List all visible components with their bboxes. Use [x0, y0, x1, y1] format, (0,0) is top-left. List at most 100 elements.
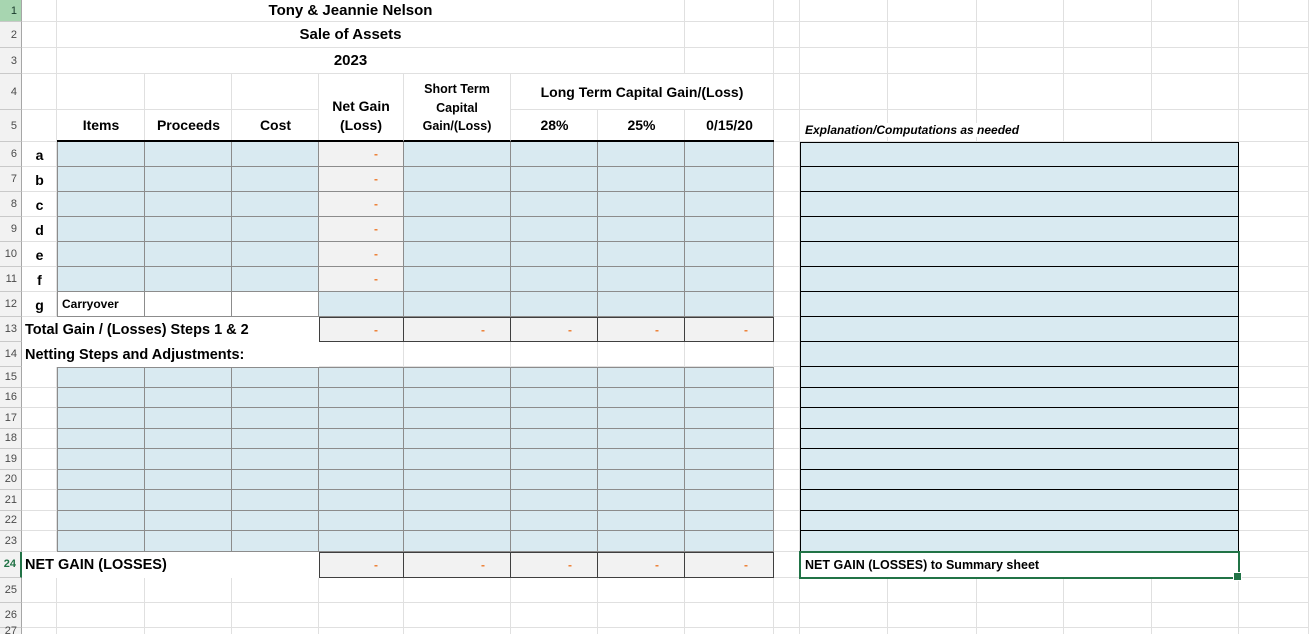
sheet-cell[interactable] — [1152, 48, 1239, 74]
sheet-cell[interactable] — [977, 74, 1064, 110]
input-cell[interactable] — [598, 469, 685, 490]
input-cell[interactable] — [404, 408, 511, 429]
row-label-f[interactable]: f — [37, 271, 42, 288]
sheet-cell[interactable] — [685, 627, 774, 634]
sheet-cell[interactable] — [800, 48, 888, 74]
sheet-cell[interactable] — [774, 510, 800, 531]
input-cell[interactable] — [404, 242, 511, 267]
row-header-5[interactable]: 5 — [0, 110, 22, 142]
input-cell[interactable] — [685, 292, 774, 317]
sheet-cell[interactable] — [511, 577, 598, 603]
input-cell[interactable] — [511, 387, 598, 408]
input-cell[interactable] — [404, 510, 511, 531]
sheet-cell[interactable] — [1239, 490, 1309, 511]
input-cell[interactable] — [145, 428, 232, 449]
input-cell[interactable] — [598, 267, 685, 292]
input-cell[interactable] — [57, 267, 145, 292]
sheet-cell[interactable] — [774, 217, 800, 242]
input-cell[interactable] — [685, 387, 774, 408]
sheet-cell[interactable] — [22, 627, 57, 634]
input-cell[interactable] — [598, 490, 685, 511]
sheet-cell[interactable] — [404, 342, 511, 367]
sheet-cell[interactable] — [977, 627, 1064, 634]
input-cell[interactable] — [511, 367, 598, 388]
input-cell[interactable] — [685, 469, 774, 490]
row-header-19[interactable]: 19 — [0, 449, 22, 470]
selected-cell-summary-note[interactable]: NET GAIN (LOSSES) to Summary sheet — [799, 550, 1242, 581]
sheet-cell[interactable] — [57, 627, 145, 634]
input-cell[interactable] — [598, 510, 685, 531]
row-header-9[interactable]: 9 — [0, 217, 22, 242]
sheet-cell[interactable] — [232, 577, 319, 603]
input-cell[interactable] — [404, 449, 511, 470]
input-cell[interactable] — [57, 531, 145, 552]
input-cell[interactable] — [404, 490, 511, 511]
sheet-cell[interactable] — [598, 577, 685, 603]
row-header-6[interactable]: 6 — [0, 142, 22, 167]
row-header-21[interactable]: 21 — [0, 490, 22, 511]
input-cell[interactable] — [511, 531, 598, 552]
sheet-cell[interactable] — [1064, 22, 1152, 48]
column-header-items[interactable]: Items — [57, 110, 145, 142]
sheet-cell[interactable] — [800, 74, 888, 110]
row-header-10[interactable]: 10 — [0, 242, 22, 267]
input-cell[interactable] — [232, 292, 319, 317]
input-cell[interactable] — [232, 449, 319, 470]
sheet-cell[interactable] — [57, 602, 145, 628]
input-cell[interactable] — [232, 142, 319, 167]
sheet-cell[interactable] — [511, 342, 598, 367]
input-cell[interactable] — [319, 490, 404, 511]
sheet-cell[interactable] — [1239, 428, 1309, 449]
sheet-cell[interactable] — [319, 627, 404, 634]
input-cell[interactable] — [598, 217, 685, 242]
sheet-cell[interactable] — [1239, 242, 1309, 267]
input-cell[interactable] — [232, 531, 319, 552]
input-cell[interactable] — [57, 387, 145, 408]
sheet-cell[interactable] — [800, 0, 888, 22]
explanation-cell[interactable] — [800, 342, 1239, 367]
sheet-cell[interactable] — [1152, 0, 1239, 22]
zero-value-cell[interactable]: - — [319, 242, 404, 267]
sheet-cell[interactable] — [774, 469, 800, 490]
sheet-cell[interactable] — [1152, 577, 1239, 603]
sheet-cell[interactable] — [774, 22, 800, 48]
sheet-cell[interactable] — [145, 577, 232, 603]
input-cell[interactable] — [598, 428, 685, 449]
sheet-cell[interactable] — [888, 627, 977, 634]
input-cell[interactable] — [145, 490, 232, 511]
row-header-1[interactable]: 1 — [0, 0, 22, 22]
sheet-cell[interactable] — [888, 0, 977, 22]
column-header-28pct[interactable]: 28% — [511, 110, 598, 142]
sheet-cell[interactable] — [22, 510, 57, 531]
sheet-cell[interactable] — [685, 48, 774, 74]
sheet-cell[interactable] — [888, 577, 977, 603]
row-header-3[interactable]: 3 — [0, 48, 22, 74]
sheet-cell[interactable] — [22, 602, 57, 628]
input-cell[interactable] — [319, 510, 404, 531]
input-cell[interactable] — [145, 167, 232, 192]
sheet-cell[interactable] — [1064, 627, 1152, 634]
sheet-cell[interactable] — [1152, 22, 1239, 48]
input-cell[interactable] — [511, 510, 598, 531]
input-cell[interactable] — [511, 192, 598, 217]
input-cell[interactable] — [598, 449, 685, 470]
sheet-cell[interactable] — [22, 142, 57, 167]
input-cell[interactable] — [145, 449, 232, 470]
input-cell[interactable] — [404, 367, 511, 388]
sheet-cell[interactable] — [1239, 469, 1309, 490]
row-label-e[interactable]: e — [35, 246, 44, 263]
sheet-cell[interactable] — [22, 387, 57, 408]
input-cell[interactable] — [57, 167, 145, 192]
sheet-cell[interactable] — [774, 490, 800, 511]
explanation-cell[interactable] — [800, 192, 1239, 217]
zero-value-cell[interactable]: - — [511, 317, 598, 342]
input-cell[interactable] — [404, 217, 511, 242]
sheet-cell[interactable] — [22, 449, 57, 470]
row-header-11[interactable]: 11 — [0, 267, 22, 292]
input-cell[interactable] — [404, 142, 511, 167]
sheet-cell[interactable] — [232, 602, 319, 628]
input-cell[interactable] — [319, 292, 404, 317]
row-header-12[interactable]: 12 — [0, 292, 22, 317]
sheet-cell[interactable] — [22, 408, 57, 429]
input-cell[interactable] — [511, 292, 598, 317]
